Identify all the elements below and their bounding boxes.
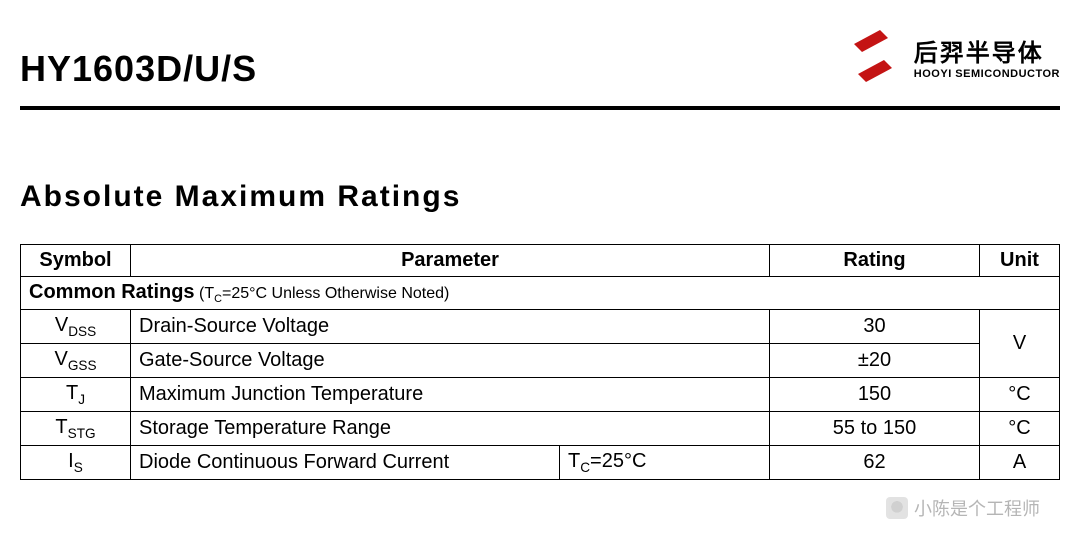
common-ratings-row: Common Ratings (TC=25°C Unless Otherwise… xyxy=(21,277,1060,310)
param-cell: Drain-Source Voltage xyxy=(131,310,770,344)
part-number: HY1603D/U/S xyxy=(20,30,257,90)
logo-icon xyxy=(840,30,904,82)
rating-cell: 150 xyxy=(770,378,980,412)
symbol-cell: TSTG xyxy=(21,412,131,446)
table-row: TJ Maximum Junction Temperature 150 °C xyxy=(21,378,1060,412)
unit-cell: °C xyxy=(980,412,1060,446)
unit-cell: A xyxy=(980,446,1060,480)
symbol-cell: VDSS xyxy=(21,310,131,344)
logo-text-en: HOOYI SEMICONDUCTOR xyxy=(914,68,1060,80)
rating-cell: 55 to 150 xyxy=(770,412,980,446)
col-rating: Rating xyxy=(770,245,980,277)
param-cell: Diode Continuous Forward Current xyxy=(131,446,560,480)
rating-cell: ±20 xyxy=(770,344,980,378)
watermark-icon xyxy=(886,497,908,519)
unit-cell: °C xyxy=(980,378,1060,412)
col-symbol: Symbol xyxy=(21,245,131,277)
unit-cell: V xyxy=(980,310,1060,378)
logo-text-cn: 后羿半导体 xyxy=(914,33,1044,68)
param-cell: Storage Temperature Range xyxy=(131,412,770,446)
rating-cell: 62 xyxy=(770,446,980,480)
table-row: VGSS Gate-Source Voltage ±20 xyxy=(21,344,1060,378)
rating-cell: 30 xyxy=(770,310,980,344)
symbol-cell: VGSS xyxy=(21,344,131,378)
symbol-cell: TJ xyxy=(21,378,131,412)
common-note: (TC=25°C Unless Otherwise Noted) xyxy=(195,285,450,302)
table-header-row: Symbol Parameter Rating Unit xyxy=(21,245,1060,277)
ratings-table: Symbol Parameter Rating Unit Common Rati… xyxy=(20,244,1060,480)
param-cell: Maximum Junction Temperature xyxy=(131,378,770,412)
col-parameter: Parameter xyxy=(131,245,770,277)
common-label: Common Ratings xyxy=(29,281,195,303)
table-row: IS Diode Continuous Forward Current TC=2… xyxy=(21,446,1060,480)
section-title: Absolute Maximum Ratings xyxy=(0,110,1080,244)
param-cell: Gate-Source Voltage xyxy=(131,344,770,378)
table-row: VDSS Drain-Source Voltage 30 V xyxy=(21,310,1060,344)
symbol-cell: IS xyxy=(21,446,131,480)
table-row: TSTG Storage Temperature Range 55 to 150… xyxy=(21,412,1060,446)
header: HY1603D/U/S 后羿半导体 HOOYI SEMICONDUCTOR xyxy=(0,0,1080,100)
col-unit: Unit xyxy=(980,245,1060,277)
company-logo: 后羿半导体 HOOYI SEMICONDUCTOR xyxy=(840,30,1060,82)
cond-cell: TC=25°C xyxy=(560,446,770,480)
watermark-text: 小陈是个工程师 xyxy=(914,495,1040,521)
watermark: 小陈是个工程师 xyxy=(886,495,1040,521)
